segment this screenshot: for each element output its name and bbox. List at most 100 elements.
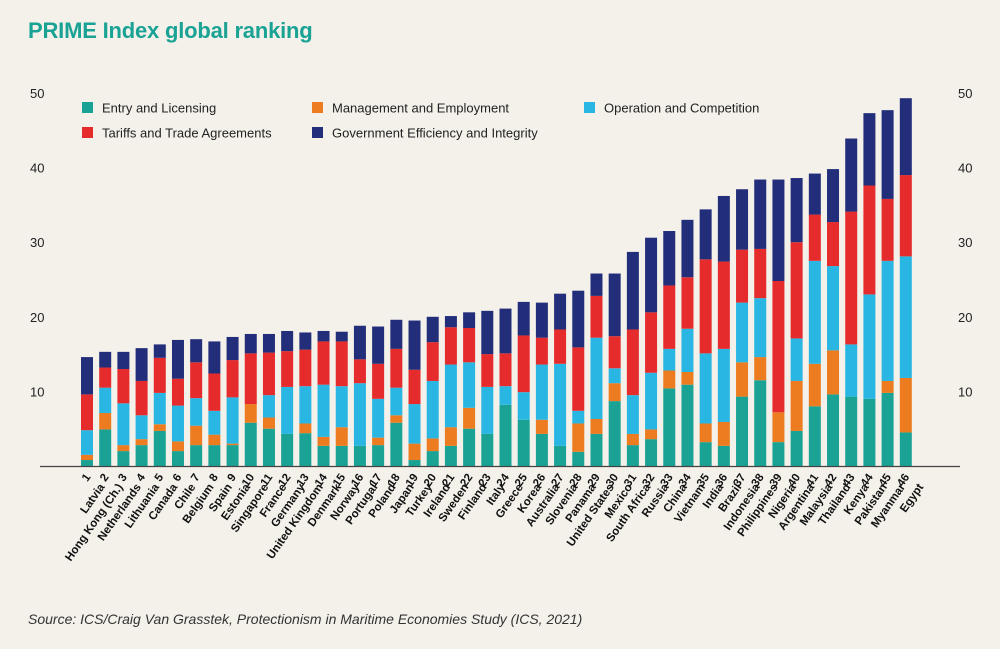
bar-segment bbox=[554, 293, 567, 330]
bar-segment bbox=[317, 445, 330, 466]
bar-segment bbox=[135, 415, 148, 440]
y-tick-label-right: 20 bbox=[958, 310, 972, 325]
bar-segment bbox=[372, 445, 385, 466]
legend-swatch bbox=[82, 102, 93, 113]
bar-segment bbox=[390, 387, 403, 416]
bar-segment bbox=[572, 423, 585, 452]
bar-segment bbox=[390, 348, 403, 388]
bar-segment bbox=[499, 386, 512, 405]
y-tick-label-right: 30 bbox=[958, 235, 972, 250]
bar-segment bbox=[426, 451, 439, 466]
bar-segment bbox=[736, 249, 749, 303]
bar-segment bbox=[135, 348, 148, 381]
bar-segment bbox=[754, 357, 767, 381]
legend-swatch bbox=[82, 127, 93, 138]
rank-label: 5 bbox=[153, 471, 167, 484]
bar-segment bbox=[481, 386, 494, 434]
bar-segment bbox=[626, 433, 639, 446]
bar-segment bbox=[590, 273, 603, 296]
bar-segment bbox=[117, 369, 130, 404]
bar-segment bbox=[408, 404, 421, 444]
bar-segment bbox=[626, 251, 639, 330]
bar-segment bbox=[372, 363, 385, 399]
bar-segment bbox=[608, 401, 621, 466]
bar-segment bbox=[572, 290, 585, 348]
bar-segment bbox=[153, 344, 166, 358]
bar-segment bbox=[408, 369, 421, 405]
legend-label: Entry and Licensing bbox=[102, 101, 216, 116]
bar-segment bbox=[608, 273, 621, 337]
legend-swatch bbox=[312, 102, 323, 113]
legend-swatch bbox=[584, 102, 595, 113]
bar-segment bbox=[590, 337, 603, 419]
bar-segment bbox=[899, 98, 912, 176]
bar-segment bbox=[226, 443, 239, 446]
bar-segment bbox=[572, 451, 585, 466]
bar-segment bbox=[899, 377, 912, 433]
bar-segment bbox=[772, 442, 785, 466]
bar-segment bbox=[863, 113, 876, 186]
bar-segment bbox=[699, 209, 712, 260]
bar-segment bbox=[736, 302, 749, 363]
bar-segment bbox=[845, 396, 858, 466]
bar-segment bbox=[244, 333, 257, 354]
bar-segment bbox=[208, 445, 221, 466]
legend-label: Tariffs and Trade Agreements bbox=[102, 126, 272, 141]
rank-label: 7 bbox=[189, 472, 203, 484]
bar-segment bbox=[681, 219, 694, 278]
legend-label: Government Efficiency and Integrity bbox=[332, 126, 538, 141]
bar-segment bbox=[135, 380, 148, 416]
bar-segment bbox=[463, 312, 476, 328]
bar-segment bbox=[663, 231, 676, 286]
bar-segment bbox=[827, 222, 840, 267]
bar-segment bbox=[499, 353, 512, 387]
bar-segment bbox=[554, 363, 567, 446]
bar-segment bbox=[699, 423, 712, 443]
bar-segment bbox=[190, 425, 203, 446]
bar-segment bbox=[808, 214, 821, 261]
bar-segment bbox=[117, 403, 130, 446]
y-tick-label-left: 10 bbox=[30, 384, 44, 399]
bar-segment bbox=[171, 405, 184, 442]
y-tick-label-right: 40 bbox=[958, 161, 972, 176]
bar-segment bbox=[81, 454, 93, 461]
bar-segment bbox=[608, 368, 621, 384]
bar-segment bbox=[899, 175, 912, 257]
bar-segment bbox=[645, 312, 658, 373]
bar-segment bbox=[808, 363, 821, 407]
bar-segment bbox=[99, 351, 112, 368]
bar-segment bbox=[117, 451, 130, 466]
bar-segment bbox=[863, 294, 876, 399]
bar-segment bbox=[790, 338, 803, 381]
bar-segment bbox=[790, 380, 803, 431]
bar-segment bbox=[426, 380, 439, 439]
bar-segment bbox=[517, 392, 530, 420]
bar-segment bbox=[517, 419, 530, 466]
bar-segment bbox=[881, 110, 894, 199]
bar-segment bbox=[171, 378, 184, 406]
bar-segment bbox=[226, 336, 239, 361]
bar-segment bbox=[754, 248, 767, 299]
bar-segment bbox=[863, 398, 876, 466]
y-tick-label-left: 30 bbox=[30, 235, 44, 250]
bar-segment bbox=[153, 430, 166, 466]
bar-segment bbox=[81, 357, 93, 395]
bar-segment bbox=[699, 259, 712, 354]
y-tick-label-right: 10 bbox=[958, 384, 972, 399]
bar-segment bbox=[881, 198, 894, 261]
bar-segment bbox=[390, 319, 403, 349]
legend-label: Management and Employment bbox=[332, 101, 509, 116]
bar-segment bbox=[463, 362, 476, 408]
bar-segment bbox=[171, 339, 184, 379]
y-tick-label-left: 50 bbox=[30, 86, 44, 101]
bar-segment bbox=[317, 330, 330, 342]
bar-segment bbox=[717, 195, 730, 262]
bar-segment bbox=[353, 383, 366, 446]
bar-segment bbox=[808, 260, 821, 364]
bar-segment bbox=[281, 351, 294, 387]
bar-segment bbox=[408, 320, 421, 370]
bar-segment bbox=[99, 429, 112, 466]
bar-segment bbox=[499, 404, 512, 466]
y-tick-label-left: 40 bbox=[30, 161, 44, 176]
